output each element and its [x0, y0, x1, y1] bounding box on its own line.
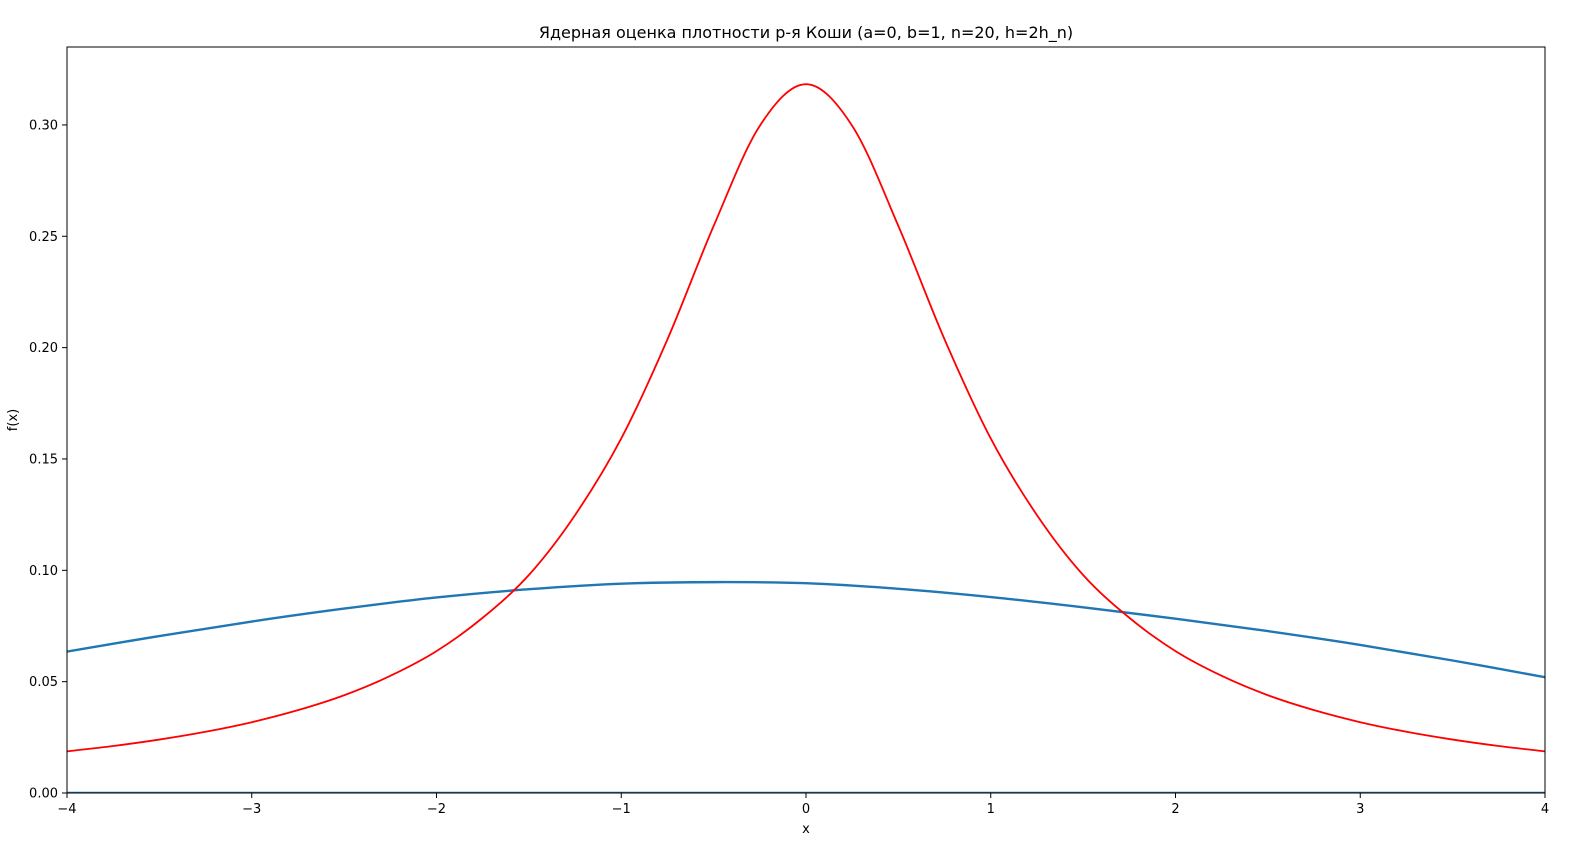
y-tick-label: 0.10 [29, 564, 58, 579]
y-axis-title: f(x) [6, 409, 21, 431]
x-tick-label: 0 [802, 802, 810, 817]
series-layer [67, 83, 1545, 793]
x-tick-label: −4 [57, 802, 76, 817]
plot-frame [66, 46, 1546, 794]
x-tick-label: 1 [987, 802, 995, 817]
x-tick-label: −3 [242, 802, 261, 817]
y-axis: 0.00 0.05 0.10 0.15 0.20 0.25 0.30 [29, 118, 67, 802]
x-axis: −4 −3 −2 −1 0 1 2 3 4 [57, 793, 1549, 817]
chart-title: Ядерная оценка плотности р-я Коши (a=0, … [539, 23, 1073, 43]
y-tick-label: 0.30 [29, 118, 58, 133]
y-tick-label: 0.00 [29, 787, 58, 802]
y-tick-label: 0.20 [29, 341, 58, 356]
series-line-1 [67, 83, 1545, 753]
x-tick-label: 3 [1356, 802, 1364, 817]
x-axis-title: x [802, 822, 810, 837]
series-line-0 [67, 580, 1545, 679]
x-tick-label: −2 [427, 802, 446, 817]
x-tick-label: 2 [1171, 802, 1179, 817]
y-tick-label: 0.05 [29, 675, 58, 690]
y-tick-label: 0.15 [29, 452, 58, 467]
y-tick-label: 0.25 [29, 230, 58, 245]
x-tick-label: −1 [612, 802, 631, 817]
x-tick-label: 4 [1541, 802, 1549, 817]
